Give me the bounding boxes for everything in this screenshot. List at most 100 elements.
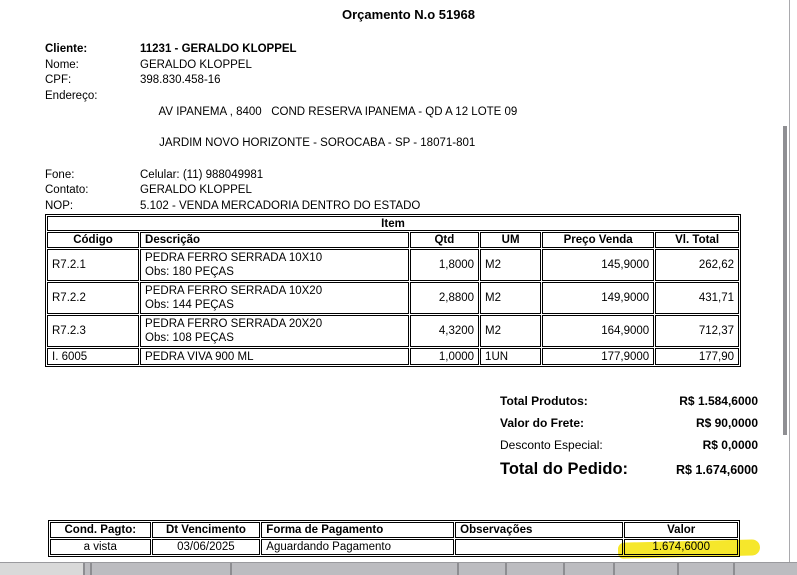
cell-descricao: PEDRA FERRO SERRADA 20X20 Obs: 108 PEÇAS: [140, 315, 409, 347]
total-pedido-value: R$ 1.674,6000: [675, 463, 758, 477]
cell-preco: 149,9000: [542, 282, 655, 314]
grid-strip-left-cell: [0, 563, 83, 575]
field-label: Endereço:: [45, 90, 98, 103]
field-value: Celular: (11) 988049981: [140, 168, 264, 181]
total-produtos-value: R$ 1.584,6000: [679, 394, 758, 408]
cell-valor-highlighted: 1.674,6000: [624, 539, 738, 555]
col-header-dt-vencimento: Dt Vencimento: [151, 522, 261, 538]
col-header-cond-pagto: Cond. Pagto:: [50, 522, 151, 538]
col-header-forma-pagamento: Forma de Pagamento: [261, 522, 455, 538]
field-label: CPF:: [45, 74, 72, 87]
desconto-row: Desconto Especial: R$ 0,0000: [500, 438, 758, 452]
client-row-contato: Contato: GERALDO KLOPPEL: [45, 183, 517, 199]
cell-um: M2: [480, 249, 542, 281]
cell-um: M2: [480, 315, 542, 347]
table-row: I. 6005 PEDRA VIVA 900 ML 1,0000 1UN 177…: [47, 348, 739, 365]
field-value: GERALDO KLOPPEL: [140, 184, 252, 197]
items-header-row: Código Descrição Qtd UM Preço Venda Vl. …: [47, 232, 739, 248]
items-group-header: Item: [47, 216, 739, 231]
field-value: 5.102 - VENDA MERCADORIA DENTRO DO ESTAD…: [140, 200, 421, 213]
client-info-block: Cliente: 11231 - GERALDO KLOPPEL Nome: G…: [45, 42, 517, 215]
payment-table: Cond. Pagto: Dt Vencimento Forma de Paga…: [48, 520, 740, 557]
col-header-observacoes: Observações: [455, 522, 624, 538]
field-value: 398.830.458-16: [140, 74, 221, 87]
grid-cell-divider: [677, 563, 679, 575]
client-row-cpf: CPF: 398.830.458-16: [45, 73, 517, 89]
table-row: R7.2.1 PEDRA FERRO SERRADA 10X10 Obs: 18…: [47, 249, 739, 281]
field-value: AV IPANEMA , 8400 COND RESERVA IPANEMA -…: [140, 89, 518, 168]
obs-text: Obs: 144 PEÇAS: [145, 299, 234, 311]
grid-cell-divider: [733, 563, 735, 575]
client-row-fone: Fone: Celular: (11) 988049981: [45, 168, 517, 184]
cell-total: 177,90: [655, 348, 739, 365]
grid-cell-divider: [613, 563, 615, 575]
col-header-valor: Valor: [624, 522, 738, 538]
client-row-endereco: Endereço: AV IPANEMA , 8400 COND RESERVA…: [45, 89, 517, 168]
cell-dt-vencimento: 03/06/2025: [151, 539, 261, 555]
valor-frete-label: Valor do Frete:: [500, 416, 585, 430]
client-row-cliente: Cliente: 11231 - GERALDO KLOPPEL: [45, 42, 517, 58]
total-produtos-row: Total Produtos: R$ 1.584,6000: [500, 394, 758, 408]
cell-codigo: R7.2.3: [47, 315, 140, 347]
grid-cell-divider: [90, 563, 92, 575]
col-header-total: Vl. Total: [655, 232, 739, 248]
table-row: R7.2.3 PEDRA FERRO SERRADA 20X20 Obs: 10…: [47, 315, 739, 347]
client-row-nop: NOP: 5.102 - VENDA MERCADORIA DENTRO DO …: [45, 199, 517, 215]
description-text: PEDRA VIVA 900 ML: [145, 350, 254, 363]
cell-qtd: 2,8800: [409, 282, 480, 314]
cell-total: 712,37: [655, 315, 739, 347]
description-text: PEDRA FERRO SERRADA 20X20: [145, 318, 323, 330]
client-row-nome: Nome: GERALDO KLOPPEL: [45, 58, 517, 74]
field-label: Nome:: [45, 58, 79, 71]
cell-observacoes: [455, 539, 624, 555]
field-value: GERALDO KLOPPEL: [140, 58, 252, 71]
field-label: NOP:: [45, 200, 74, 213]
grid-cell-divider: [230, 563, 232, 575]
grid-cell-divider: [457, 563, 459, 575]
col-header-qtd: Qtd: [409, 232, 480, 248]
cell-codigo: R7.2.2: [47, 282, 140, 314]
cell-preco: 145,9000: [542, 249, 655, 281]
field-label: Contato:: [45, 184, 89, 197]
cell-preco: 177,9000: [542, 348, 655, 365]
cell-cond-pagto: a vista: [50, 539, 151, 555]
payment-header-row: Cond. Pagto: Dt Vencimento Forma de Paga…: [50, 522, 738, 538]
spreadsheet-grid-strip: [0, 562, 797, 575]
window-edge-line: [789, 0, 790, 562]
cell-um: 1UN: [480, 348, 542, 365]
col-header-preco: Preço Venda: [542, 232, 655, 248]
table-row: a vista 03/06/2025 Aguardando Pagamento …: [50, 539, 738, 555]
cell-codigo: R7.2.1: [47, 249, 140, 281]
totals-block: Total Produtos: R$ 1.584,6000 Valor do F…: [500, 394, 758, 487]
cell-descricao: PEDRA FERRO SERRADA 10X20 Obs: 144 PEÇAS: [140, 282, 409, 314]
description-text: PEDRA FERRO SERRADA 10X10: [145, 252, 323, 264]
vertical-scrollbar-thumb[interactable]: [783, 126, 787, 435]
table-row: R7.2.2 PEDRA FERRO SERRADA 10X20 Obs: 14…: [47, 282, 739, 314]
grid-cell-divider: [563, 563, 565, 575]
cell-codigo: I. 6005: [47, 348, 140, 365]
cell-qtd: 1,8000: [409, 249, 480, 281]
grid-cell-divider: [505, 563, 507, 575]
desconto-value: R$ 0,0000: [702, 438, 758, 452]
cell-forma-pagamento: Aguardando Pagamento: [261, 539, 455, 555]
cell-total: 262,62: [655, 249, 739, 281]
col-header-um: UM: [480, 232, 542, 248]
col-header-descricao: Descrição: [140, 232, 409, 248]
cell-qtd: 4,3200: [409, 315, 480, 347]
items-table: Item Código Descrição Qtd UM Preço Venda…: [45, 214, 741, 367]
cell-descricao: PEDRA VIVA 900 ML: [140, 348, 409, 365]
cell-qtd: 1,0000: [409, 348, 480, 365]
obs-text: Obs: 180 PEÇAS: [145, 266, 234, 278]
valor-frete-row: Valor do Frete: R$ 90,0000: [500, 416, 758, 430]
grid-cell-divider: [83, 563, 85, 575]
obs-text: Obs: 108 PEÇAS: [145, 332, 234, 344]
cell-descricao: PEDRA FERRO SERRADA 10X10 Obs: 180 PEÇAS: [140, 249, 409, 281]
desconto-label: Desconto Especial:: [500, 438, 603, 452]
field-label: Cliente:: [45, 43, 88, 55]
valor-frete-value: R$ 90,0000: [695, 416, 758, 430]
field-value: 11231 - GERALDO KLOPPEL: [140, 43, 297, 55]
page-title: Orçamento N.o 51968: [342, 7, 475, 22]
total-pedido-label: Total do Pedido:: [500, 460, 629, 478]
address-line-2: JARDIM NOVO HORIZONTE - SOROCABA - SP - …: [159, 137, 476, 150]
col-header-codigo: Código: [47, 232, 140, 248]
